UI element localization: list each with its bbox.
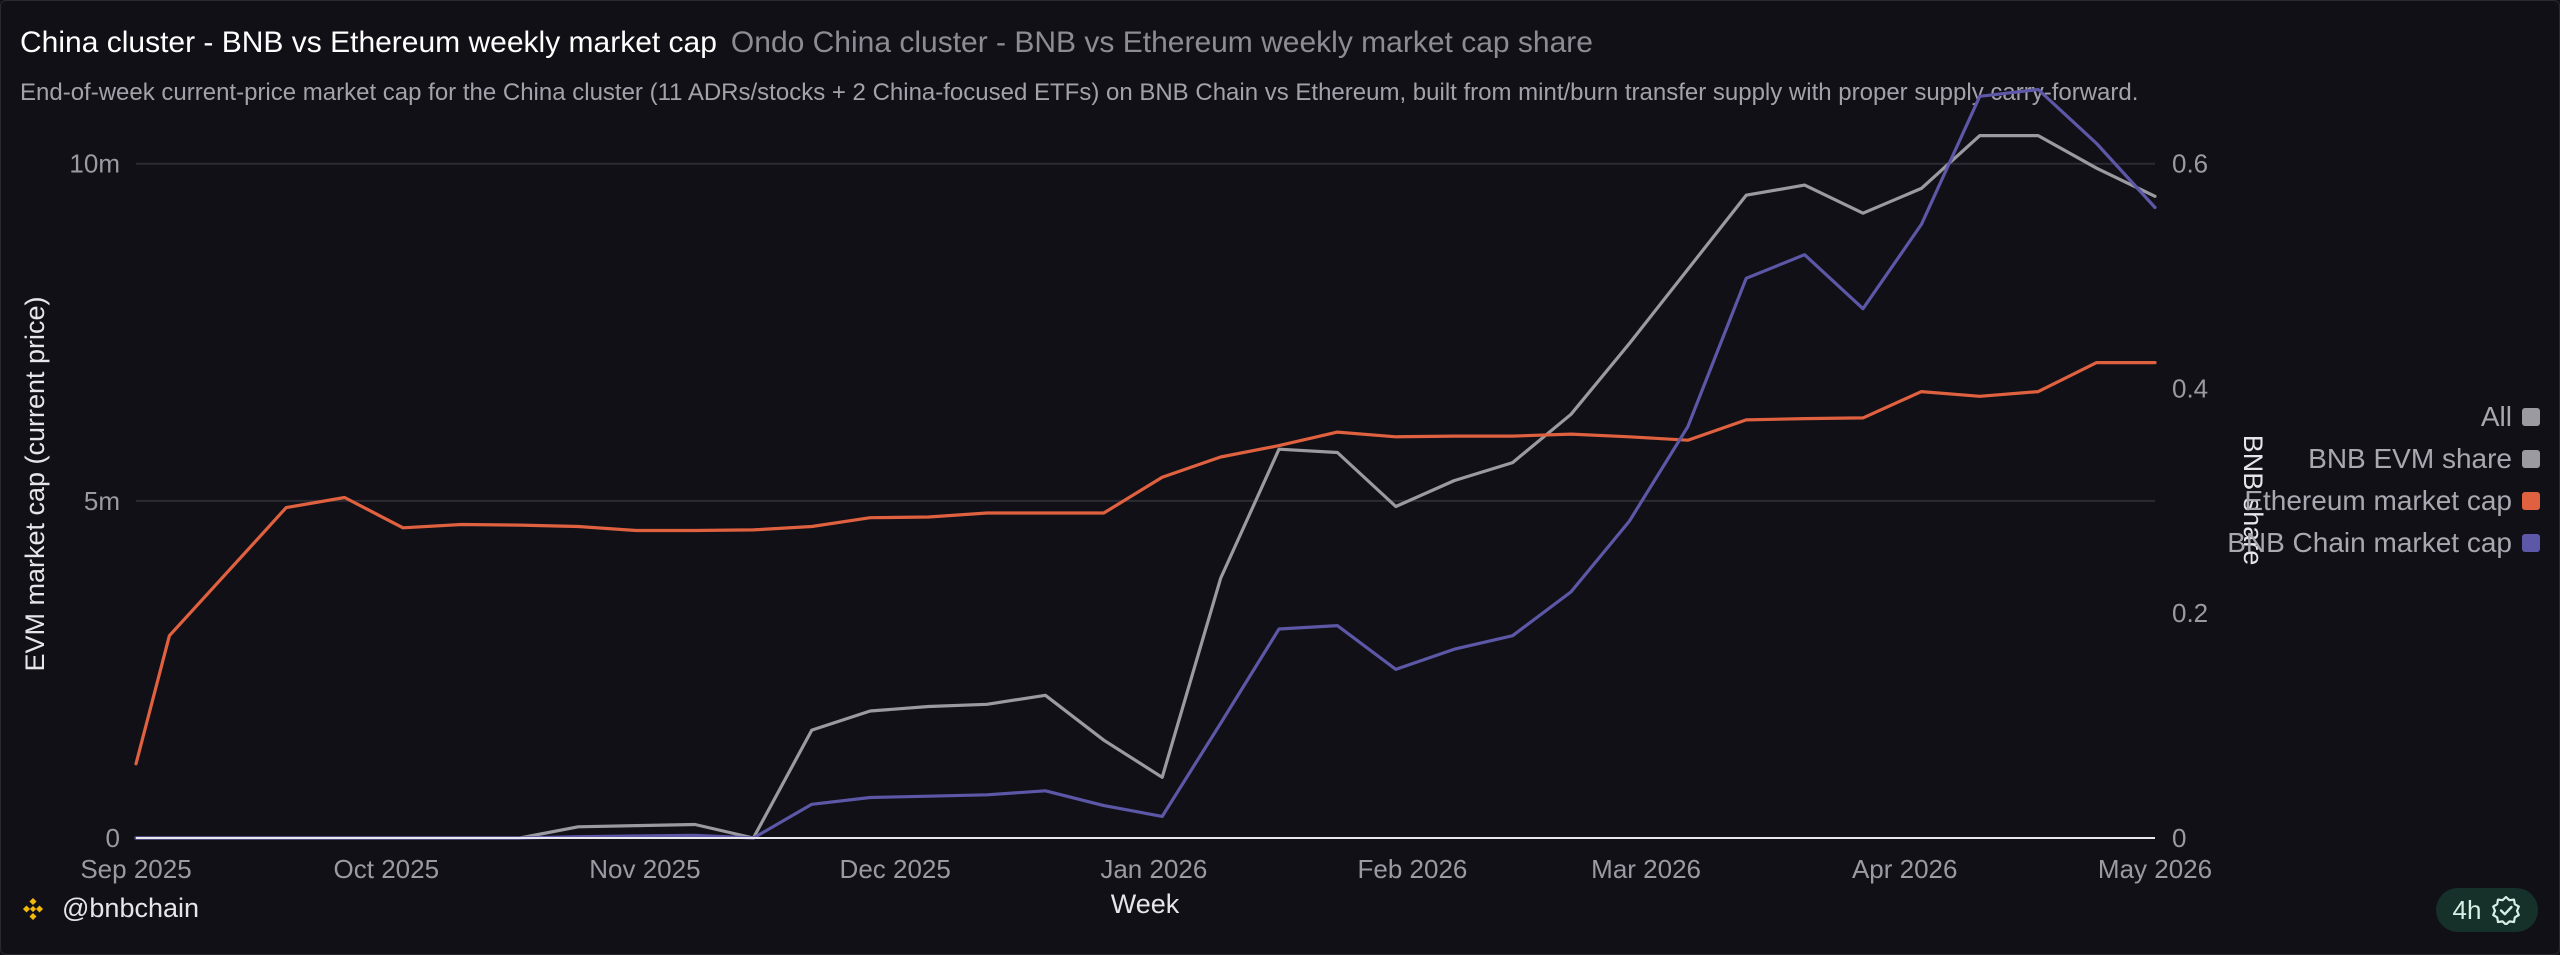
account-handle[interactable]: @bnbchain xyxy=(62,893,200,923)
y-tick-label: 5m xyxy=(84,486,120,516)
series-line-bnb-chain-market-cap xyxy=(134,87,2157,840)
x-tick-label: May 2026 xyxy=(2098,854,2212,884)
bnb-logo-icon xyxy=(22,897,44,920)
x-axis-label: Week xyxy=(1111,889,1180,919)
refresh-badge[interactable]: 4h xyxy=(2436,888,2538,932)
x-tick-label: Mar 2026 xyxy=(1591,854,1701,884)
y-tick-label: 10m xyxy=(69,149,120,179)
refresh-interval: 4h xyxy=(2452,894,2482,925)
series-line-bnb-evm-share xyxy=(134,134,2157,840)
x-tick-label: Apr 2026 xyxy=(1852,854,1958,884)
chart-header: China cluster - BNB vs Ethereum weekly m… xyxy=(20,26,1593,60)
y2-tick-label: 0.6 xyxy=(2172,149,2208,179)
legend-label: All xyxy=(2480,401,2512,432)
chart-legend: All BNB EVM share Ethereum market cap BNB C… xyxy=(2200,396,2540,564)
brand-footer: @bnbchain xyxy=(22,893,199,924)
y2-tick-label: 0.2 xyxy=(2172,598,2208,628)
y-tick-label: 0 xyxy=(106,823,120,853)
legend-swatch xyxy=(2522,492,2540,510)
legend-swatch xyxy=(2522,408,2540,426)
x-tick-label: Nov 2025 xyxy=(589,854,700,884)
legend-label: Ethereum market cap xyxy=(2244,485,2512,516)
x-tick-label: Feb 2026 xyxy=(1358,854,1468,884)
x-tick-label: Oct 2025 xyxy=(334,854,440,884)
legend-item[interactable]: All xyxy=(2200,396,2540,438)
legend-item[interactable]: BNB EVM share xyxy=(2200,438,2540,480)
chart-title: China cluster - BNB vs Ethereum weekly m… xyxy=(20,26,717,59)
legend-item[interactable]: BNB Chain market cap xyxy=(2200,522,2540,564)
chart-description: End-of-week current-price market cap for… xyxy=(20,79,2139,106)
series-line-ethereum-market-cap xyxy=(134,361,2157,766)
x-tick-label: Sep 2025 xyxy=(80,854,191,884)
y-axis-label: EVM market cap (current price) xyxy=(20,296,50,671)
y2-tick-label: 0 xyxy=(2172,823,2186,853)
legend-label: BNB EVM share xyxy=(2308,443,2512,474)
y2-tick-label: 0.4 xyxy=(2172,373,2208,403)
verified-check-icon xyxy=(2492,895,2521,925)
legend-item[interactable]: Ethereum market cap xyxy=(2200,480,2540,522)
chart-subtitle: Ondo China cluster - BNB vs Ethereum wee… xyxy=(730,26,1593,59)
x-tick-label: Dec 2025 xyxy=(840,854,951,884)
legend-swatch xyxy=(2522,534,2540,552)
y2-axis-label: BNB share xyxy=(2238,435,2268,566)
legend-label: BNB Chain market cap xyxy=(2227,527,2512,558)
x-tick-label: Jan 2026 xyxy=(1100,854,1207,884)
legend-swatch xyxy=(2522,450,2540,468)
